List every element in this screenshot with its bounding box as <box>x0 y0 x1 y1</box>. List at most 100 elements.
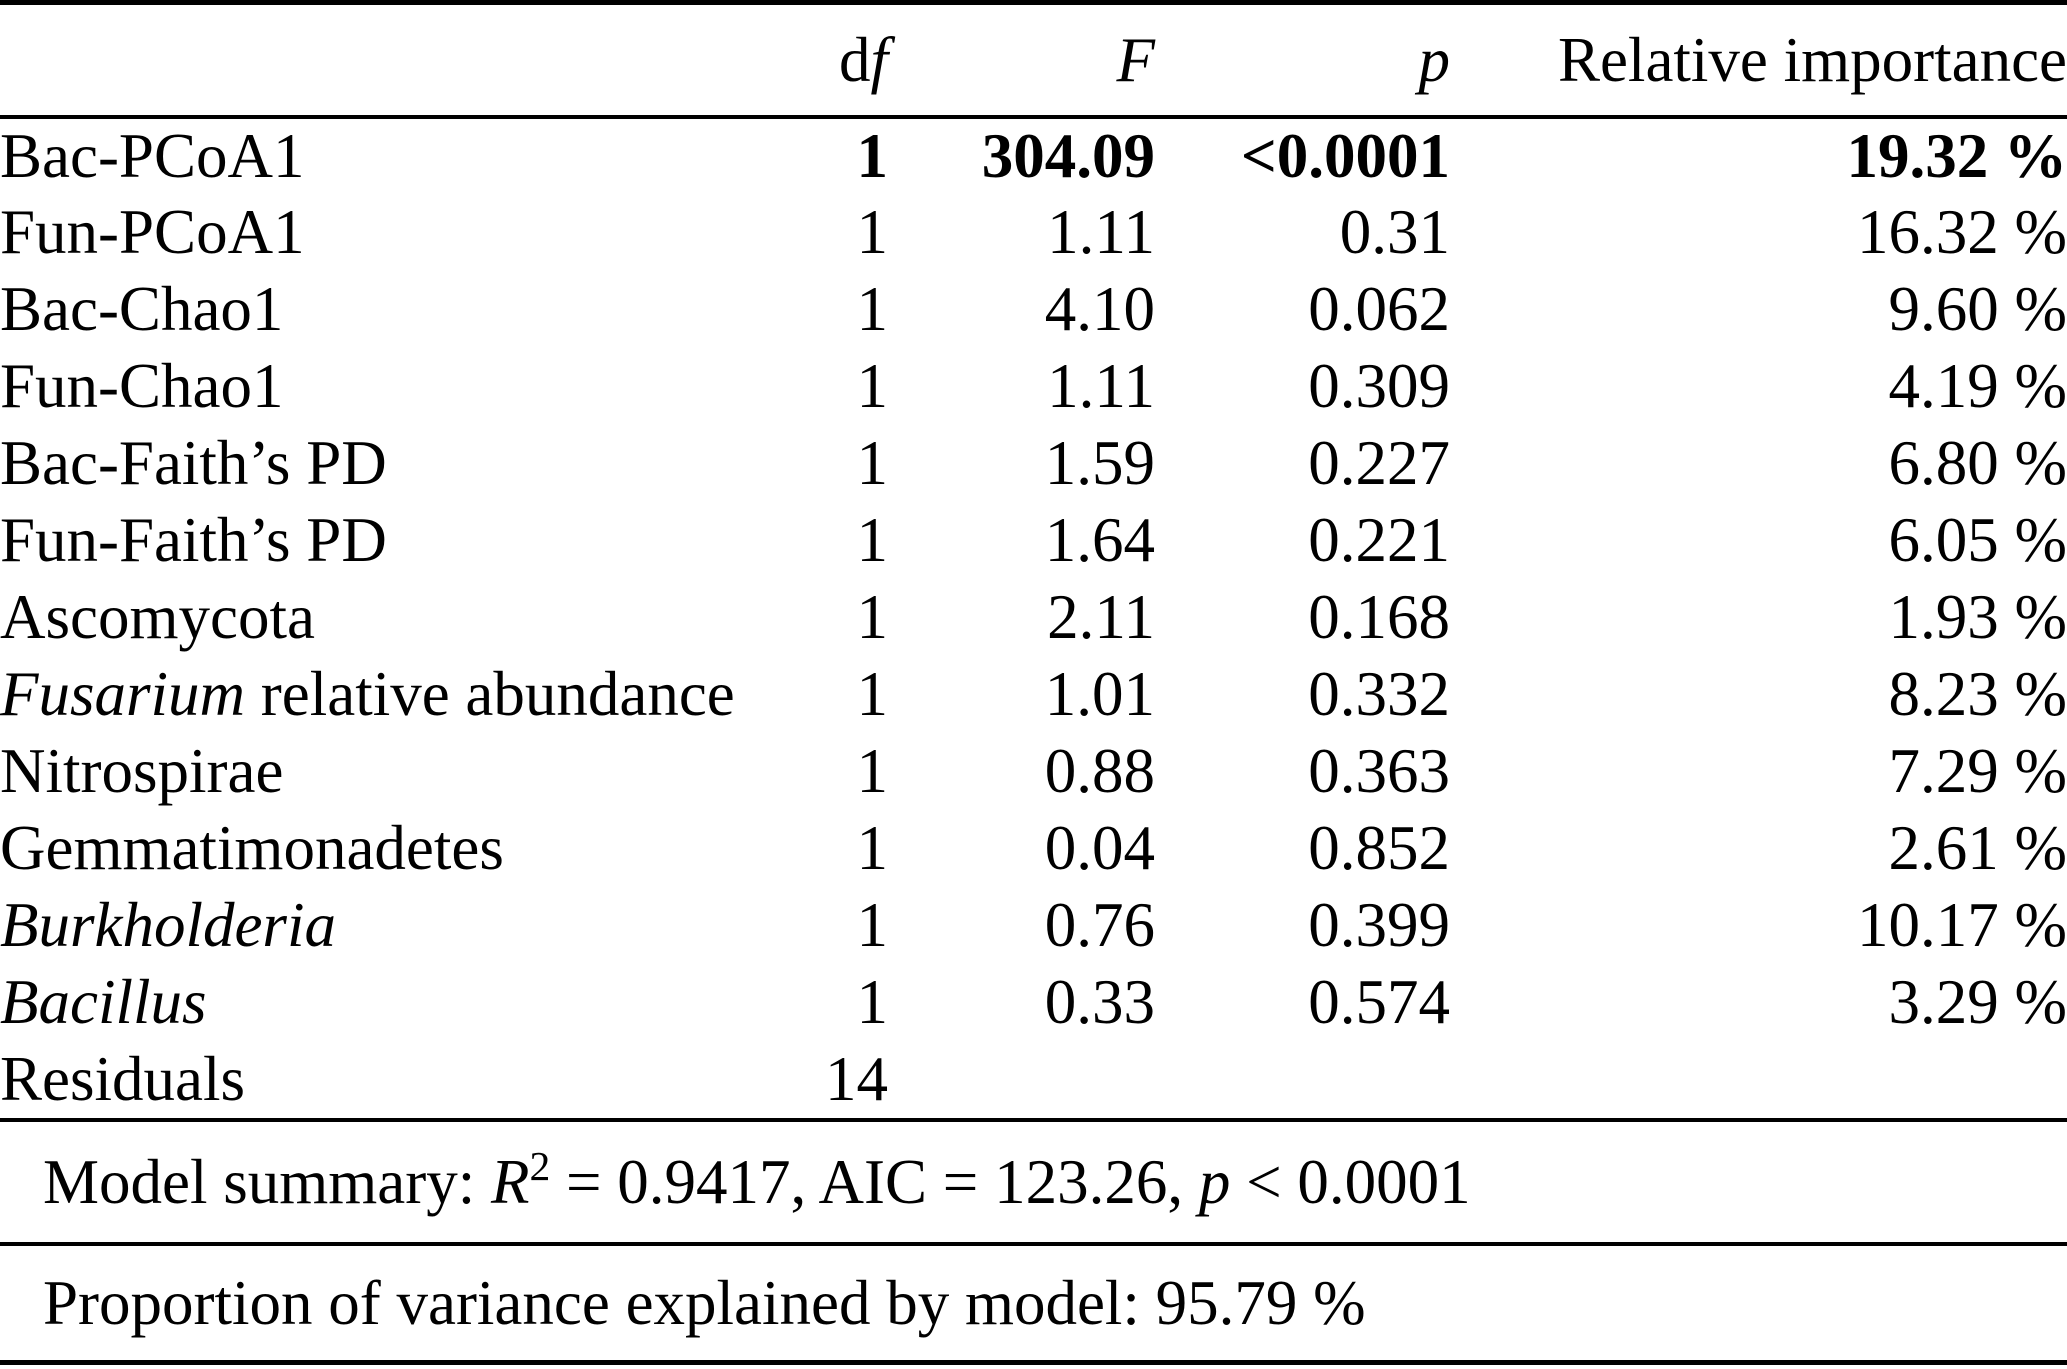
row-label: Gemmatimonadetes <box>0 810 743 887</box>
table-row: Bac-PCoA1 1 304.09 <0.0001 19.32 % <box>0 117 2067 194</box>
table-row: Fun-Faith’s PD 1 1.64 0.221 6.05 % <box>0 502 2067 579</box>
f-value: 0.04 <box>1044 813 1155 883</box>
row-label: Fusarium relative abundance <box>0 656 743 733</box>
row-label: Bac-PCoA1 <box>0 117 743 194</box>
table-row: Bac-Chao1 1 4.10 0.062 9.60 % <box>0 271 2067 348</box>
df-value: 1 <box>856 274 889 344</box>
f-value: 1.64 <box>1044 505 1155 575</box>
model-summary-p-value: < 0.0001 <box>1230 1146 1471 1217</box>
f-value: 4.10 <box>1044 274 1155 344</box>
row-label-roman: Ascomycota <box>0 582 315 652</box>
relative-importance-value: 2.61 % <box>1888 813 2067 883</box>
df-value: 1 <box>856 582 889 652</box>
relative-importance-value: 7.29 % <box>1888 736 2067 806</box>
p-value: 0.221 <box>1308 505 1450 575</box>
model-summary-values: = 0.9417, AIC = 123.26, <box>550 1146 1199 1217</box>
f-value <box>888 1041 1155 1118</box>
r-squared-symbol: R <box>490 1146 530 1217</box>
df-value: 14 <box>825 1044 888 1114</box>
table-header-row: df F p Relative importance <box>0 5 2067 117</box>
relative-importance-value: 1.93 % <box>1888 582 2067 652</box>
top-rule <box>0 0 2067 5</box>
row-label: Fun-Faith’s PD <box>0 502 743 579</box>
p-value: 0.227 <box>1308 428 1450 498</box>
f-value: 0.76 <box>1044 890 1155 960</box>
df-value: 1 <box>856 351 889 421</box>
model-summary: Model summary: R2 = 0.9417, AIC = 123.26… <box>0 1122 2067 1242</box>
p-value: 0.363 <box>1308 736 1450 806</box>
row-label: Bacillus <box>0 964 743 1041</box>
variance-note-row: Proportion of variance explained by mode… <box>0 1246 2067 1360</box>
p-value <box>1155 1041 1450 1118</box>
row-label: Burkholderia <box>0 887 743 964</box>
row-label-roman: Fun-Chao1 <box>0 351 284 421</box>
row-label: Bac-Chao1 <box>0 271 743 348</box>
row-label-roman: Fun-Faith’s PD <box>0 505 387 575</box>
f-value: 1.01 <box>1044 659 1155 729</box>
p-value: 0.852 <box>1308 813 1450 883</box>
variance-note-text: Proportion of variance explained by mode… <box>43 1267 1366 1338</box>
p-value: 0.062 <box>1308 274 1450 344</box>
row-label: Residuals <box>0 1041 743 1118</box>
row-label-italic: Burkholderia <box>0 890 336 960</box>
table-row: Residuals 14 <box>0 1041 2067 1118</box>
row-label: Fun-Chao1 <box>0 348 743 425</box>
row-label: Fun-PCoA1 <box>0 194 743 271</box>
p-value: 0.399 <box>1308 890 1450 960</box>
p-value: 0.574 <box>1308 967 1450 1037</box>
relative-importance-value: 6.05 % <box>1888 505 2067 575</box>
relative-importance-value: 10.17 % <box>1857 890 2067 960</box>
row-label: Nitrospirae <box>0 733 743 810</box>
table-row: Bac-Faith’s PD 1 1.59 0.227 6.80 % <box>0 425 2067 502</box>
relative-importance-value: 9.60 % <box>1888 274 2067 344</box>
row-label-roman: Nitrospirae <box>0 736 284 806</box>
column-header-blank <box>0 5 743 117</box>
df-roman-part: d <box>838 24 871 95</box>
row-label-roman: Bac-Chao1 <box>0 274 284 344</box>
row-label-roman: relative abundance <box>245 659 735 729</box>
p-value: 0.31 <box>1339 197 1450 267</box>
relative-importance-value <box>1450 1041 2067 1118</box>
row-label-italic: Bacillus <box>0 967 207 1037</box>
table-row: Nitrospirae 1 0.88 0.363 7.29 % <box>0 733 2067 810</box>
section-rule-above-model-summary <box>0 1118 2067 1122</box>
df-value: 1 <box>856 659 889 729</box>
table-row: Fun-PCoA1 1 1.11 0.31 16.32 % <box>0 194 2067 271</box>
column-header-relative-importance: Relative importance <box>1557 24 2067 95</box>
df-value: 1 <box>856 967 889 1037</box>
table-row: Burkholderia 1 0.76 0.399 10.17 % <box>0 887 2067 964</box>
column-header-f: F <box>1116 24 1155 95</box>
table-row: Fusarium relative abundance 1 1.01 0.332… <box>0 656 2067 733</box>
results-table: df F p Relative importance Bac-PCoA1 1 3… <box>0 5 2067 1118</box>
row-label-roman: Bac-PCoA1 <box>0 121 305 191</box>
df-value: 1 <box>856 428 889 498</box>
row-label-roman: Bac-Faith’s PD <box>0 428 387 498</box>
column-header-p: p <box>1418 24 1451 95</box>
df-value: 1 <box>856 197 889 267</box>
relative-importance-value: 19.32 % <box>1846 121 2067 191</box>
f-value: 1.11 <box>1047 197 1155 267</box>
table-row: Gemmatimonadetes 1 0.04 0.852 2.61 % <box>0 810 2067 887</box>
p-value: <0.0001 <box>1240 121 1450 191</box>
f-value: 304.09 <box>981 121 1155 191</box>
relative-importance-value: 8.23 % <box>1888 659 2067 729</box>
f-value: 0.88 <box>1044 736 1155 806</box>
row-label: Bac-Faith’s PD <box>0 425 743 502</box>
df-value: 1 <box>856 813 889 883</box>
row-label-roman: Fun-PCoA1 <box>0 197 305 267</box>
p-value: 0.309 <box>1308 351 1450 421</box>
f-value: 2.11 <box>1047 582 1155 652</box>
relative-importance-value: 3.29 % <box>1888 967 2067 1037</box>
section-rule-above-variance-note <box>0 1242 2067 1246</box>
f-value: 1.11 <box>1047 351 1155 421</box>
df-value: 1 <box>856 890 889 960</box>
column-header-df: df <box>743 5 888 117</box>
table-row: Bacillus 1 0.33 0.574 3.29 % <box>0 964 2067 1041</box>
f-value: 0.33 <box>1044 967 1155 1037</box>
relative-importance-value: 4.19 % <box>1888 351 2067 421</box>
model-summary-prefix: Model summary: <box>43 1146 491 1217</box>
p-value: 0.332 <box>1308 659 1450 729</box>
row-label-roman: Residuals <box>0 1044 245 1114</box>
model-summary-text: Model summary: R2 = 0.9417, AIC = 123.26… <box>43 1145 1471 1219</box>
